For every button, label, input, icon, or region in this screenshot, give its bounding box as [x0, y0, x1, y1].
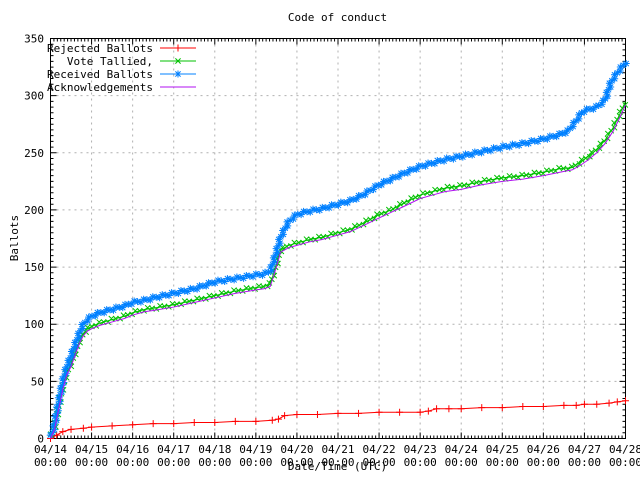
- x-tick-date: 04/23: [404, 443, 437, 456]
- legend-label: Vote Tallied,: [67, 55, 153, 68]
- x-tick-date: 04/16: [116, 443, 149, 456]
- x-tick-time: 00:00: [363, 456, 396, 469]
- x-tick-date: 04/25: [486, 443, 519, 456]
- x-tick-date: 04/21: [321, 443, 354, 456]
- legend-item-acknowledgements: Acknowledgements: [47, 81, 196, 94]
- series-rejected-ballots: [47, 397, 629, 442]
- y-axis-label: Ballots: [8, 214, 21, 262]
- y-tick-label: 300: [24, 90, 44, 103]
- legend-sample-plus-icon: [174, 44, 182, 52]
- x-tick-date: 04/17: [157, 443, 190, 456]
- legend-item-vote-tallied: Vote Tallied,: [67, 55, 196, 68]
- x-tick-date: 04/26: [527, 443, 560, 456]
- x-tick-time: 00:00: [486, 456, 519, 469]
- x-tick-time: 00:00: [568, 456, 601, 469]
- x-axis-label: Date/Time (UTC): [287, 460, 388, 473]
- gridlines: [50, 38, 626, 439]
- received-ballots-markers: [46, 60, 630, 439]
- y-tick-label: 350: [24, 33, 44, 46]
- x-tick-time: 00:00: [157, 456, 190, 469]
- y-tick-label: 0: [37, 433, 44, 446]
- y-tick-label: 50: [31, 375, 44, 388]
- series-acknowledgements: [50, 104, 626, 439]
- x-tick-time: 00:00: [609, 456, 640, 469]
- x-tick-date: 04/24: [445, 443, 478, 456]
- legend-label: Rejected Ballots: [47, 42, 153, 55]
- x-tick-time: 00:00: [321, 456, 354, 469]
- y-tick-labels: 0 50 100 150 200 250 300 350: [24, 33, 44, 446]
- x-tick-time: 00:00: [239, 456, 272, 469]
- x-tick-time: 00:00: [280, 456, 313, 469]
- legend-label: Acknowledgements: [47, 81, 153, 94]
- x-tick-time: 00:00: [198, 456, 231, 469]
- x-tick-date: 04/18: [198, 443, 231, 456]
- legend-item-rejected-ballots: Rejected Ballots: [47, 42, 196, 55]
- x-tick-date: 04/28: [609, 443, 640, 456]
- x-tick-date: 04/22: [363, 443, 396, 456]
- plot-border: [50, 38, 626, 439]
- x-tick-time: 00:00: [527, 456, 560, 469]
- y-tick-label: 150: [24, 261, 44, 274]
- x-tick-date: 04/14: [34, 443, 67, 456]
- x-tick-time: 00:00: [34, 456, 67, 469]
- x-tick-labels: 04/1400:0004/1500:0004/1600:0004/1700:00…: [34, 443, 640, 469]
- x-tick-date: 04/15: [75, 443, 108, 456]
- legend-label: Received Ballots: [47, 68, 153, 81]
- legend-item-received-ballots: Received Ballots: [47, 68, 196, 81]
- legend-sample-asterisk-icon: [174, 70, 182, 78]
- legend-sample-cross-icon: [175, 58, 181, 64]
- x-tick-time: 00:00: [445, 456, 478, 469]
- x-tick-time: 00:00: [75, 456, 108, 469]
- chart-title: Code of conduct: [287, 11, 388, 24]
- y-tick-label: 100: [24, 318, 44, 331]
- x-tick-time: 00:00: [116, 456, 149, 469]
- y-tick-label: 200: [24, 204, 44, 217]
- x-tick-date: 04/20: [280, 443, 313, 456]
- x-tick-time: 00:00: [404, 456, 437, 469]
- x-tick-date: 04/27: [568, 443, 601, 456]
- series-received-ballots: [46, 60, 630, 439]
- y-tick-label: 250: [24, 147, 44, 160]
- x-tick-date: 04/19: [239, 443, 272, 456]
